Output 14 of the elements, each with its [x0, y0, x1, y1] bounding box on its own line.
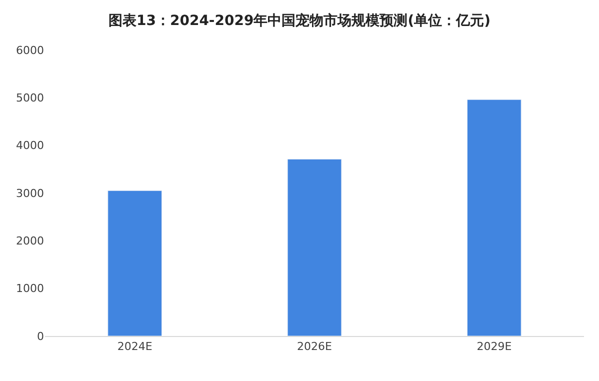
y-tick-label: 3000: [16, 186, 44, 200]
y-tick-label: 1000: [16, 282, 44, 296]
y-tick-label: 4000: [16, 139, 44, 152]
chart-title: 图表13：2024-2029年中国宠物市场规模预测(单位：亿元): [108, 12, 491, 30]
y-tick-label: 5000: [16, 92, 44, 105]
bar: [466, 99, 522, 336]
y-tick-label: 6000: [16, 44, 44, 57]
x-tick-label: 2029E: [476, 340, 512, 354]
y-tick-label: 0: [37, 330, 44, 343]
x-tick-label: 2026E: [297, 340, 332, 354]
bar: [287, 158, 342, 336]
y-tick-label: 2000: [16, 234, 44, 248]
x-tick-label: 2024E: [117, 340, 152, 354]
bar: [108, 190, 162, 336]
